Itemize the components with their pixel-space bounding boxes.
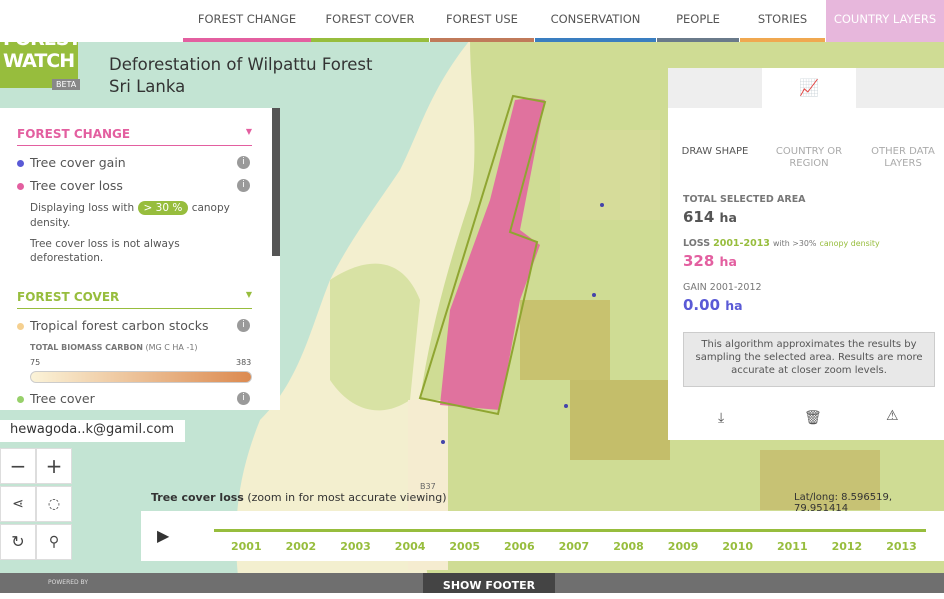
year-label[interactable]: 2005 <box>449 540 481 553</box>
section-heading[interactable]: FOREST COVER ▼ <box>17 290 252 309</box>
delete-button[interactable]: 🗑 <box>804 410 822 426</box>
heading: FOREST COVER <box>17 290 120 304</box>
legend-max: 383 <box>236 358 252 367</box>
nav-item[interactable]: PEOPLE <box>657 0 739 42</box>
tool-tab[interactable]: OTHER DATA LAYERS <box>871 146 935 169</box>
search[interactable]: ⚲ <box>36 524 72 560</box>
loss-settings: Displaying loss with > 30 % canopy densi… <box>30 201 230 231</box>
footer-bar: POWERED BY SHOW FOOTER <box>0 573 944 593</box>
powered-by: POWERED BY <box>48 579 89 586</box>
heading: FOREST CHANGE <box>17 127 131 141</box>
year-label[interactable]: 2008 <box>613 540 644 553</box>
tool-tab[interactable]: DRAW SHAPE <box>681 146 749 157</box>
nav-item[interactable]: STORIES <box>740 0 825 42</box>
warning-button[interactable]: ⚠ <box>886 408 899 424</box>
layer-name: Tree cover <box>30 391 95 406</box>
timeline: ▶ 2001 2002 2003 2004 2005 2006 2007 2008 2009 20… <box>141 511 944 561</box>
layer-name: Tree cover gain <box>30 155 126 170</box>
tab-bar: 📈 <box>668 68 944 108</box>
gain-area: 0.00 ha <box>683 296 743 314</box>
nav-item[interactable]: FOREST CHANGE <box>183 0 311 42</box>
layers-panel: FOREST CHANGE ▼ Tree cover gain i Tree co… <box>0 108 280 410</box>
nav-item[interactable]: CONSERVATION <box>535 0 656 42</box>
label: GAIN 2001-2012 <box>683 282 762 293</box>
hide[interactable]: ◌ <box>36 486 72 522</box>
analysis-panel: 📈 TOTAL SELECTED AREA 614 ha LOSS 2001-2… <box>668 68 944 440</box>
year-label[interactable]: 2003 <box>340 540 371 553</box>
text: (MG C HA -1) <box>145 343 198 352</box>
year-label[interactable]: 2011 <box>777 540 808 553</box>
nav-item[interactable]: COUNTRY LAYERS <box>826 0 944 42</box>
value: 328 <box>683 252 715 270</box>
legend-min: 75 <box>30 358 41 367</box>
unit: ha <box>719 254 737 269</box>
play-button[interactable]: ▶ <box>157 526 170 545</box>
loss-label: LOSS 2001-2013 with >30% canopy density <box>683 238 880 249</box>
beta-badge: BETA <box>52 79 81 90</box>
timeline-track[interactable] <box>214 529 926 532</box>
notice: This algorithm approximates the results … <box>683 332 935 387</box>
title: Deforestation of Wilpattu Forest <box>109 55 373 74</box>
text: TOTAL BIOMASS CARBON <box>30 343 143 352</box>
value: 614 <box>683 208 715 226</box>
tool-tab[interactable]: COUNTRY OR REGION <box>775 146 843 169</box>
text: Displaying loss with <box>30 202 135 214</box>
reset[interactable]: ↻ <box>0 524 36 560</box>
zoom-in[interactable]: + <box>36 448 72 484</box>
unit: ha <box>725 298 743 313</box>
page-title: Deforestation of Wilpattu Forest Sri Lank… <box>109 54 373 98</box>
year-label[interactable]: 2006 <box>504 540 535 553</box>
value: 0.00 <box>683 296 721 314</box>
loss-area: 328 ha <box>683 252 737 270</box>
layer-toggle[interactable]: Tropical forest carbon stocks <box>17 318 209 333</box>
year-label[interactable]: 2010 <box>722 540 754 553</box>
layer-toggle[interactable]: Tree cover gain <box>17 155 126 170</box>
tab[interactable]: 📈 <box>762 68 856 108</box>
text: canopy density. <box>30 202 230 229</box>
text: (zoom in for most accurate viewing) <box>247 491 447 504</box>
text: 2001-2013 <box>713 238 770 249</box>
layer-toggle[interactable]: Tree cover <box>17 391 95 406</box>
total-area: 614 ha <box>683 208 737 226</box>
nav-item[interactable]: FOREST COVER <box>311 0 429 42</box>
year-label[interactable]: 2012 <box>831 540 863 553</box>
layer-toggle[interactable]: Tree cover loss <box>17 178 123 193</box>
text: with >30% <box>772 239 817 248</box>
year-label[interactable]: 2004 <box>394 540 426 553</box>
text: Tree cover loss <box>151 491 244 504</box>
coordinates: Lat/long: 8.596519, 79.951414 <box>794 492 893 514</box>
text: canopy density <box>819 239 880 248</box>
zoom-out[interactable]: − <box>0 448 36 484</box>
year-label[interactable]: 2009 <box>667 540 699 553</box>
year-label[interactable]: 2013 <box>886 540 917 553</box>
year-label[interactable]: 2002 <box>285 540 317 553</box>
text: LOSS <box>683 238 711 249</box>
subtitle: Sri Lanka <box>109 77 186 96</box>
threshold-button[interactable]: > 30 % <box>137 201 189 215</box>
top-nav: FOREST CHANGE FOREST COVER FOREST USE CONSE… <box>0 0 944 42</box>
year-label[interactable]: 2001 <box>231 540 262 553</box>
section-heading[interactable]: FOREST CHANGE ▼ <box>17 127 252 146</box>
road-label: B37 <box>420 482 436 491</box>
year-label[interactable]: 2007 <box>558 540 590 553</box>
label: TOTAL SELECTED AREA <box>683 194 806 205</box>
scrollbar[interactable] <box>272 108 280 256</box>
layer-caption: Tree cover loss (zoom in for most accura… <box>151 491 447 504</box>
share[interactable]: ⋖ <box>0 486 36 522</box>
unit: ha <box>719 210 737 225</box>
nav-item[interactable]: FOREST USE <box>430 0 534 42</box>
layer-name: Tree cover loss <box>30 178 123 193</box>
show-footer-button[interactable]: SHOW FOOTER <box>423 573 555 593</box>
download-button[interactable]: ⤓ <box>718 410 725 426</box>
note: Tree cover loss is not always deforestat… <box>30 238 180 264</box>
legend-title: TOTAL BIOMASS CARBON (MG C HA -1) <box>30 343 198 352</box>
layer-name: Tropical forest carbon stocks <box>30 318 209 333</box>
legend-gradient <box>30 371 252 383</box>
user-email[interactable]: hewagoda..k@gamil.com <box>0 420 185 442</box>
